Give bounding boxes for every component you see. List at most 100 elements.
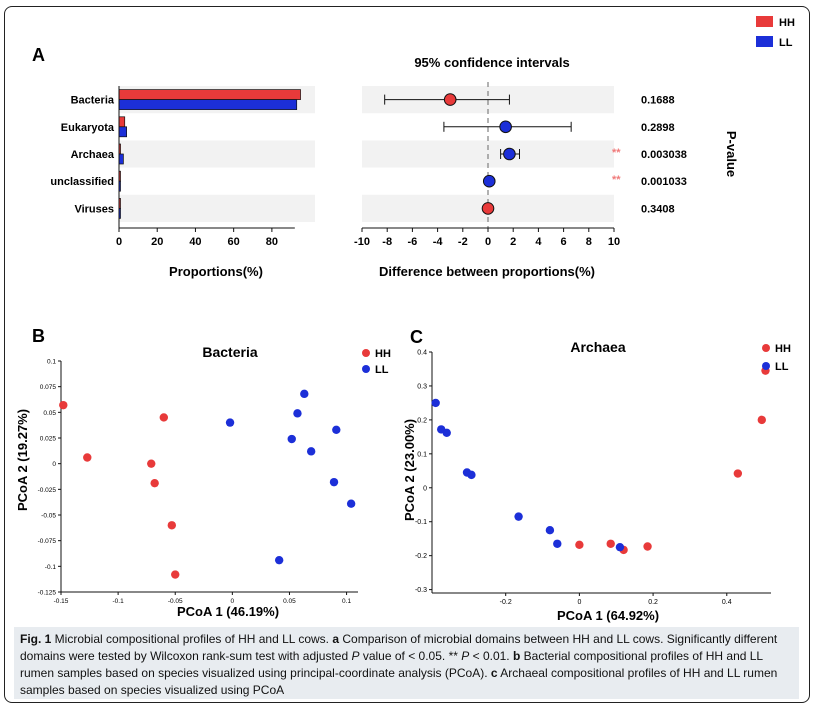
figure-frame <box>4 6 810 703</box>
point-ll <box>442 428 451 437</box>
y-tick-label: -0.1 <box>45 564 57 571</box>
legend-swatch-ll <box>756 36 773 47</box>
a-left-xlabel: Proportions(%) <box>169 264 263 279</box>
bar-ll <box>118 126 127 138</box>
point-ll <box>225 418 235 427</box>
x-tick-label: 0 <box>485 236 491 248</box>
point-ll <box>545 526 555 535</box>
point-hh <box>171 570 180 579</box>
x-tick-label: 0.05 <box>283 598 296 605</box>
x-tick-label: -0.1 <box>113 598 125 605</box>
point-ll <box>293 409 302 418</box>
y-tick-label: 0.025 <box>40 436 57 443</box>
x-tick-label: 60 <box>228 236 240 248</box>
proportions-bar-chart: Bacteria Eukaryota Archaea unclassified Viru… <box>50 86 315 248</box>
point-ll <box>514 512 523 521</box>
c-legend-label-ll: LL <box>775 361 789 373</box>
point-hh <box>147 459 156 468</box>
point-hh <box>643 542 652 551</box>
x-tick-label: 80 <box>266 236 278 248</box>
y-tick-label: -0.2 <box>415 553 427 560</box>
point-ll <box>346 499 356 508</box>
point-ll <box>467 470 476 480</box>
figure-caption: Fig. 1 Microbial compositional profiles … <box>14 627 799 699</box>
x-tick-label: 0 <box>116 236 122 248</box>
point-hh <box>159 413 169 422</box>
c-title: Archaea <box>570 339 625 355</box>
bar-hh <box>118 89 301 100</box>
point-ll <box>332 425 341 434</box>
y-tick-label: 0.075 <box>40 384 57 391</box>
category-label: Eukaryota <box>61 122 115 134</box>
caption-b: b <box>512 649 521 663</box>
x-tick-label: 0 <box>577 599 581 606</box>
x-tick-label: -0.2 <box>500 599 512 606</box>
c-legend-dot-ll <box>762 362 770 370</box>
x-tick-label: 20 <box>151 236 163 248</box>
b-legend-dot-hh <box>362 349 370 357</box>
point-ll <box>615 542 625 552</box>
caption-seg6: Archaeal compositional profiles of HH an… <box>20 666 778 697</box>
c-xlabel: PCoA 1 (64.92%) <box>557 608 659 623</box>
x-tick-label: -2 <box>458 236 468 248</box>
x-tick-label: -4 <box>433 236 444 248</box>
point-hh <box>575 540 584 549</box>
pvalue-axis-label: P-value <box>724 131 739 177</box>
category-label: Bacteria <box>71 95 115 107</box>
point-ll <box>553 539 562 548</box>
x-tick-label: 0 <box>231 598 235 605</box>
p-value: 0.001033 <box>641 176 687 188</box>
a-right-xlabel: Difference between proportions(%) <box>379 264 595 279</box>
row-band <box>119 140 315 168</box>
point-ll <box>300 389 309 399</box>
bar-ll <box>118 153 124 165</box>
point-ll <box>287 434 296 444</box>
y-tick-label: -0.1 <box>415 519 427 526</box>
y-tick-label: 0.2 <box>417 417 427 424</box>
y-tick-label: -0.125 <box>38 590 57 597</box>
category-label: unclassified <box>50 176 114 188</box>
caption-a: a <box>332 632 340 646</box>
c-legend-dot-hh <box>762 344 770 352</box>
significance-mark: ** <box>612 174 621 186</box>
diff-point-hh <box>443 93 457 106</box>
y-tick-label: 0.1 <box>47 359 56 366</box>
x-tick-label: -8 <box>382 236 392 248</box>
p-value: 0.3408 <box>641 203 675 215</box>
diff-point-ll <box>482 174 496 188</box>
panel-label-c: C <box>410 327 423 347</box>
confidence-interval-chart: 0.1688 0.2898 0.003038 ** 0.001033 ** 0.3408 -1… <box>354 82 687 248</box>
p-value: 0.2898 <box>641 122 675 134</box>
x-tick-label: 10 <box>608 236 620 248</box>
y-tick-label: -0.025 <box>38 487 57 494</box>
caption-seg4: < 0.01. <box>469 649 513 663</box>
c-ylabel: PCoA 2 (23.00%) <box>402 419 417 521</box>
x-tick-label: -0.15 <box>54 598 69 605</box>
x-tick-label: -10 <box>354 236 370 248</box>
x-tick-label: 0.2 <box>648 599 658 606</box>
diff-point-ll <box>499 120 512 134</box>
category-label: Archaea <box>71 149 115 161</box>
caption-seg5: Bacterial compositional profiles of HH a… <box>20 649 763 680</box>
caption-seg1: Microbial compositional profiles of HH a… <box>51 632 333 646</box>
x-tick-label: 4 <box>535 236 542 248</box>
bar-ll <box>118 99 298 110</box>
point-hh <box>167 521 177 530</box>
y-tick-label: -0.3 <box>415 587 427 594</box>
b-legend: HH LL <box>362 348 391 376</box>
y-tick-label: -0.05 <box>41 513 56 520</box>
b-title: Bacteria <box>202 344 257 360</box>
x-tick-label: 0.4 <box>722 599 732 606</box>
point-ll <box>306 447 316 456</box>
y-tick-label: -0.075 <box>38 538 57 545</box>
point-ll <box>329 477 339 487</box>
y-tick-label: 0.3 <box>417 383 427 390</box>
significance-mark: ** <box>612 147 621 159</box>
b-legend-label-hh: HH <box>375 348 391 360</box>
caption-p1: P <box>351 649 360 663</box>
point-ll <box>431 398 440 408</box>
point-hh <box>733 469 743 478</box>
caption-c: c <box>490 666 498 680</box>
y-tick-label: 0.4 <box>417 350 427 357</box>
p-value: 0.1688 <box>641 95 675 107</box>
